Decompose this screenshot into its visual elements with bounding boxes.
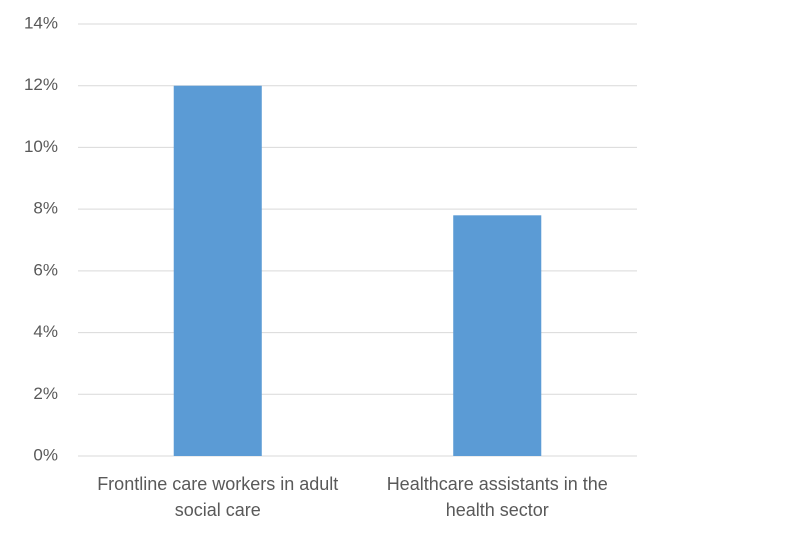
x-tick-label: Frontline care workers in adult social c… xyxy=(97,474,339,520)
x-tick-label-box: Frontline care workers in adult social c… xyxy=(97,474,339,520)
y-tick-label: 6% xyxy=(33,260,58,279)
y-tick-label: 0% xyxy=(33,445,58,464)
x-tick-label-box: Healthcare assistants in the health sect… xyxy=(386,474,608,520)
x-tick-label: Healthcare assistants in the health sect… xyxy=(386,474,608,520)
y-tick-label: 10% xyxy=(24,137,58,156)
y-tick-label: 2% xyxy=(33,384,58,403)
y-tick-label: 8% xyxy=(33,199,58,218)
bar xyxy=(453,215,542,456)
y-tick-label: 14% xyxy=(24,13,58,32)
bar xyxy=(173,85,262,456)
y-tick-label: 12% xyxy=(24,75,58,94)
y-tick-label: 4% xyxy=(33,322,58,341)
